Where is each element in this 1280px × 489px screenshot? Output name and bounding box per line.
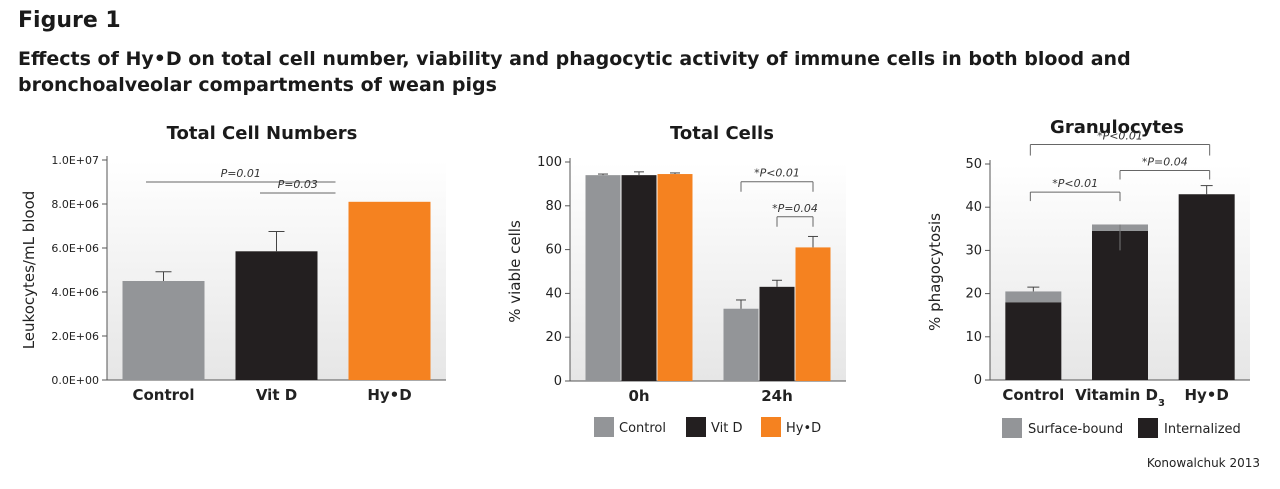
bar-24h-hy-d (795, 247, 831, 381)
y-axis-label: % viable cells (506, 220, 524, 323)
y-axis-label: % phagocytosis (926, 213, 944, 331)
y-tick-label: 0.0E+00 (51, 374, 99, 387)
bar-0h-vit-d (621, 175, 657, 381)
chart-title: Granulocytes (1050, 117, 1184, 138)
figure-title: Effects of Hy•D on total cell number, vi… (18, 48, 1131, 96)
legend-label: Surface-bound (1028, 422, 1123, 437)
y-tick-label: 60 (545, 243, 562, 258)
bar-hy-d (348, 201, 431, 380)
total-cells-viability-chart: 0 20 40 60 80 100 Total Cells % viable cells 0h 2… (506, 123, 846, 437)
bar-0h-hy-d (657, 174, 693, 381)
y-tick-label: 30 (965, 243, 982, 258)
bar-24h-vit-d (759, 286, 795, 381)
legend-label: Control (619, 421, 666, 436)
bar-vit-d (235, 251, 318, 380)
bar-vitamin-d3-internalized (1092, 230, 1148, 380)
x-tick-label: Hy•D (367, 386, 411, 404)
bar-24h-control (723, 308, 759, 381)
bar-control (122, 281, 205, 380)
y-tick-label: 80 (545, 199, 562, 214)
significance-label: *P<0.01 (1052, 177, 1098, 190)
y-tick-label: 6.0E+06 (51, 242, 99, 255)
significance-label: *P<0.01 (754, 167, 800, 180)
y-tick-label: 0 (554, 374, 562, 389)
y-tick-label: 1.0E+07 (51, 154, 99, 167)
chart-title: Total Cells (670, 123, 774, 144)
bar-control-surface-bound (1005, 291, 1062, 303)
legend-swatch-control (594, 417, 614, 437)
x-tick-label: Vitamin D3 (1075, 386, 1165, 409)
bar-0h-control (585, 175, 621, 381)
y-tick-label: 0 (974, 373, 982, 388)
x-tick-label: Control (1002, 386, 1064, 404)
bar-hy-d-internalized (1178, 194, 1235, 380)
y-tick-label: 2.0E+06 (51, 330, 99, 343)
y-tick-label: 8.0E+06 (51, 198, 99, 211)
significance-label: *P<0.01 (1097, 130, 1143, 143)
x-tick-label: Hy•D (1184, 386, 1228, 404)
y-tick-label: 50 (965, 157, 982, 172)
y-tick-label: 100 (537, 155, 562, 170)
granulocytes-phagocytosis-chart: 0 10 20 30 40 50 Granulocytes % phagocytosis Con… (926, 117, 1250, 438)
legend-swatch-vit-d (686, 417, 706, 437)
x-tick-label: 0h (628, 387, 649, 405)
legend-swatch-hy-d (761, 417, 781, 437)
legend-label: Vit D (711, 421, 742, 436)
x-tick-label: Control (132, 386, 194, 404)
x-tick-label: Vit D (256, 386, 297, 404)
y-tick-label: 20 (545, 330, 562, 345)
significance-label: P=0.03 (278, 178, 318, 191)
y-tick-label: 20 (965, 287, 982, 302)
significance-label: P=0.01 (221, 167, 261, 180)
legend-label: Hy•D (786, 421, 821, 436)
total-cell-numbers-chart: 0.0E+00 2.0E+06 4.0E+06 6.0E+06 8.0E+06 1.0E+… (20, 123, 446, 404)
credit: Konowalchuk 2013 (1146, 456, 1260, 470)
x-tick-label: 24h (761, 387, 793, 405)
y-axis-label: Leukocytes/mL blood (20, 191, 38, 350)
figure-label: Figure 1 (18, 8, 121, 33)
significance-label: *P=0.04 (772, 202, 818, 215)
y-tick-label: 40 (545, 286, 562, 301)
legend-swatch-internalized (1138, 418, 1158, 438)
chart-title: Total Cell Numbers (167, 123, 358, 144)
y-tick-label: 10 (965, 330, 982, 345)
bar-control-internalized (1005, 302, 1062, 380)
legend-label: Internalized (1164, 422, 1241, 437)
significance-label: *P=0.04 (1142, 155, 1188, 168)
legend-swatch-surface-bound (1002, 418, 1022, 438)
y-tick-label: 4.0E+06 (51, 286, 99, 299)
y-tick-label: 40 (965, 200, 982, 215)
